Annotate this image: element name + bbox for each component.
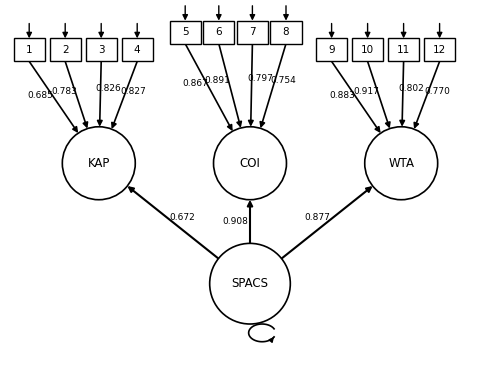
Text: 2: 2 [62, 45, 68, 55]
Text: 5: 5 [182, 27, 188, 37]
FancyBboxPatch shape [203, 21, 234, 44]
FancyBboxPatch shape [170, 21, 201, 44]
Ellipse shape [210, 244, 290, 324]
Text: 8: 8 [282, 27, 290, 37]
Text: 0.783: 0.783 [52, 87, 77, 96]
Text: 9: 9 [328, 45, 335, 55]
FancyBboxPatch shape [237, 21, 268, 44]
Text: 0.797: 0.797 [248, 74, 274, 83]
FancyBboxPatch shape [50, 38, 81, 61]
Text: 12: 12 [433, 45, 446, 55]
Text: 0.883: 0.883 [330, 90, 355, 100]
Text: 7: 7 [249, 27, 256, 37]
Ellipse shape [62, 127, 136, 200]
Text: 4: 4 [134, 45, 140, 55]
FancyBboxPatch shape [352, 38, 383, 61]
FancyBboxPatch shape [424, 38, 455, 61]
Text: 0.908: 0.908 [222, 217, 248, 227]
Text: COI: COI [240, 157, 260, 170]
Text: 0.770: 0.770 [424, 87, 450, 96]
FancyBboxPatch shape [316, 38, 347, 61]
FancyBboxPatch shape [86, 38, 117, 61]
FancyBboxPatch shape [122, 38, 153, 61]
Text: 0.826: 0.826 [95, 85, 120, 93]
Text: 0.685: 0.685 [28, 90, 54, 100]
Text: 6: 6 [216, 27, 222, 37]
Text: 0.754: 0.754 [271, 76, 296, 85]
Text: 0.891: 0.891 [204, 76, 231, 85]
Text: SPACS: SPACS [232, 277, 268, 290]
FancyBboxPatch shape [14, 38, 45, 61]
Text: 11: 11 [397, 45, 410, 55]
Text: 0.802: 0.802 [398, 85, 424, 93]
Text: WTA: WTA [388, 157, 414, 170]
Text: 0.672: 0.672 [170, 213, 195, 221]
Ellipse shape [214, 127, 286, 200]
FancyBboxPatch shape [270, 21, 302, 44]
FancyBboxPatch shape [388, 38, 419, 61]
Text: 0.877: 0.877 [305, 213, 330, 221]
Text: 0.867: 0.867 [182, 79, 208, 88]
Text: 3: 3 [98, 45, 104, 55]
Text: KAP: KAP [88, 157, 110, 170]
Text: 0.827: 0.827 [120, 87, 146, 96]
Text: 1: 1 [26, 45, 32, 55]
Text: 0.917: 0.917 [354, 87, 380, 96]
Ellipse shape [364, 127, 438, 200]
Text: 10: 10 [361, 45, 374, 55]
